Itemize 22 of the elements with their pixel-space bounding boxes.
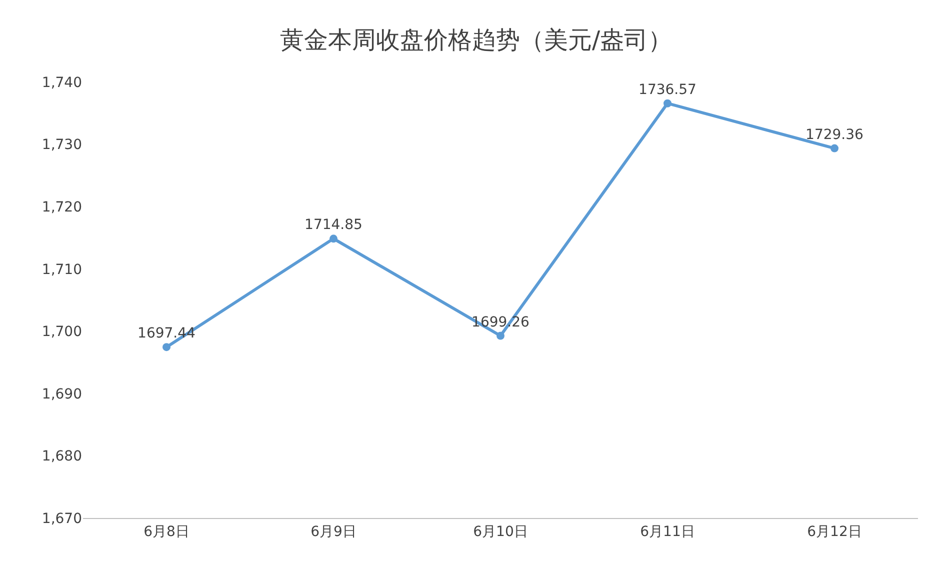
data-label: 1736.57: [638, 82, 696, 98]
x-tick-label: 6月9日: [310, 524, 356, 540]
y-tick-label: 1,720: [42, 199, 82, 216]
x-tick-label: 6月10日: [473, 524, 528, 540]
point: [664, 99, 672, 108]
y-tick-label: 1,690: [42, 386, 82, 402]
y-tick-label: 1,700: [42, 324, 82, 340]
x-tick-label: 6月11日: [640, 524, 695, 540]
y-tick-label: 1,670: [42, 510, 82, 527]
x-tick-label: 6月12日: [807, 524, 862, 540]
point: [330, 234, 338, 243]
point: [830, 144, 838, 152]
y-tick-label: 1,710: [42, 262, 82, 278]
data-label: 1729.36: [806, 126, 864, 143]
point: [162, 343, 170, 352]
y-tick-label: 1,740: [42, 74, 82, 91]
chart-title: 黄金本周收盘价格趋势（美元/盎司）: [280, 26, 672, 54]
data-label: 1714.85: [304, 217, 362, 234]
y-tick-label: 1,680: [42, 448, 82, 465]
point: [496, 332, 504, 340]
y-tick-label: 1,730: [42, 137, 82, 154]
x-tick-label: 6月8日: [144, 524, 190, 540]
